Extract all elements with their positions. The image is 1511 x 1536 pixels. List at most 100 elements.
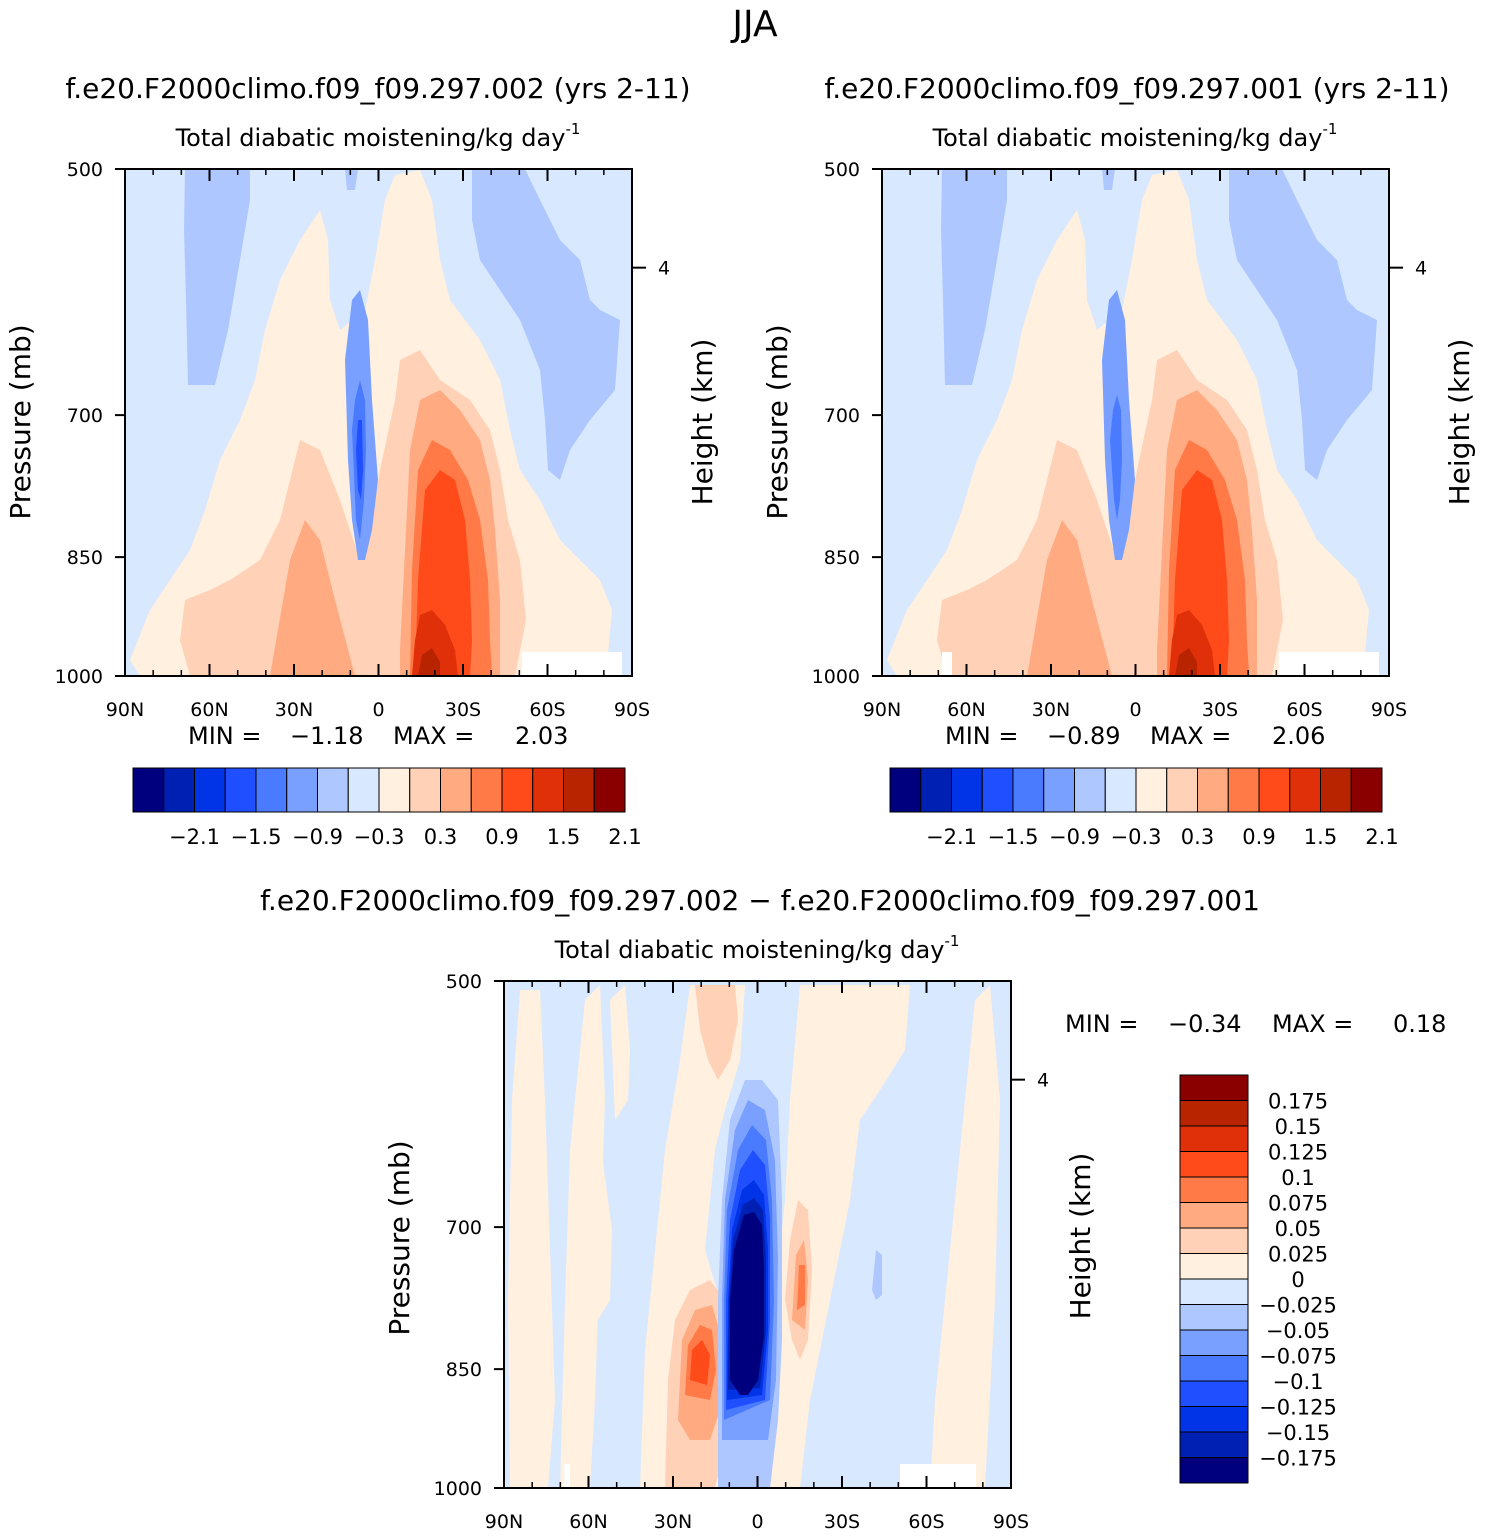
panel-b-colorbar-swatch bbox=[1320, 767, 1352, 813]
panel-c-min-label: MIN = bbox=[1065, 1010, 1138, 1038]
panel-c-colorbar-swatch bbox=[1179, 1074, 1249, 1101]
panel-a-axes: 90N 60N 30N 0 30S 60S 90S 500 700 850 1000 4 bbox=[55, 159, 670, 721]
panel-b-y-tick-label: 1000 bbox=[812, 666, 860, 688]
panel-b-colorbar-label: −2.1 bbox=[926, 825, 977, 849]
panel-c-negative-core bbox=[730, 1212, 764, 1395]
panel-a: f.e20.F2000climo.f09_f09.297.002 (yrs 2-… bbox=[4, 72, 719, 849]
panel-a-colorbar-label: 0.9 bbox=[485, 825, 518, 849]
panel-c-colorbar-label: −0.05 bbox=[1266, 1319, 1330, 1343]
panel-c-colorbar-label: 0.05 bbox=[1275, 1217, 1322, 1241]
panel-c-colorbar-label: −0.175 bbox=[1259, 1447, 1337, 1471]
panel-b-x-tick-label: 60N bbox=[947, 699, 985, 721]
panel-b-missing-data bbox=[1279, 652, 1379, 676]
panel-c-max-label: MAX = bbox=[1272, 1010, 1353, 1038]
panel-c-small-negative-sh bbox=[872, 1250, 882, 1300]
panel-c-positive-core-level-4-sh bbox=[797, 1265, 805, 1310]
panel-a-x-tick-label: 60N bbox=[190, 699, 228, 721]
panel-b-colorbar-swatch bbox=[1166, 767, 1198, 813]
panel-b-x-tick-label: 30N bbox=[1032, 699, 1070, 721]
panel-c-colorbar-swatch bbox=[1179, 1278, 1249, 1305]
panel-c-colorbar-swatch bbox=[1179, 1176, 1249, 1203]
panel-c-subtitle: Total diabatic moistening/kg day-1 bbox=[554, 932, 960, 964]
panel-b-colorbar-swatch bbox=[1197, 767, 1229, 813]
panel-c-colorbar-swatch bbox=[1179, 1304, 1249, 1331]
panel-a-colorbar-swatch bbox=[593, 767, 626, 813]
panel-a-colorbar: −2.1 −1.5 −0.9 −0.3 0.3 0.9 1.5 2.1 bbox=[132, 767, 642, 849]
panel-b-y-tick-label: 700 bbox=[824, 405, 860, 427]
panel-b-colorbar-label: −0.9 bbox=[1049, 825, 1100, 849]
panel-c-positive-streak-2 bbox=[560, 985, 605, 1488]
panel-c-x-tick-label: 90S bbox=[993, 1511, 1029, 1533]
panel-c-positive-streak-6 bbox=[930, 985, 1000, 1488]
panel-c-colorbar-label: 0.025 bbox=[1268, 1243, 1328, 1267]
panel-c-colorbar-swatch bbox=[1179, 1380, 1249, 1407]
panel-c: f.e20.F2000climo.f09_f09.297.002 − f.e20… bbox=[260, 884, 1446, 1533]
panel-a-equatorial-negative-core bbox=[356, 420, 363, 500]
panel-b-colorbar-swatch bbox=[1043, 767, 1075, 813]
panel-c-colorbar-swatch bbox=[1179, 1100, 1249, 1127]
panel-b-colorbar-label: 2.1 bbox=[1365, 825, 1398, 849]
page-title: JJA bbox=[730, 4, 778, 45]
panel-a-colorbar-swatch bbox=[286, 767, 318, 813]
panel-c-ylabel-right: Height (km) bbox=[1064, 1153, 1097, 1320]
panel-c-title: f.e20.F2000climo.f09_f09.297.002 − f.e20… bbox=[260, 884, 1260, 917]
panel-a-x-tick-label: 30S bbox=[445, 699, 481, 721]
panel-c-x-tick-label: 60N bbox=[569, 1511, 607, 1533]
panel-a-negative-band-nh bbox=[184, 169, 250, 385]
panel-c-max-value: 0.18 bbox=[1393, 1010, 1446, 1038]
panel-b-title: f.e20.F2000climo.f09_f09.297.001 (yrs 2-… bbox=[824, 72, 1449, 105]
panel-b-negative-band-sh bbox=[1229, 169, 1377, 480]
panel-a-colorbar-label: 2.1 bbox=[608, 825, 641, 849]
panel-c-colorbar-label: −0.15 bbox=[1266, 1421, 1330, 1445]
panel-c-right-tick-label: 4 bbox=[1037, 1070, 1049, 1092]
panel-b-colorbar-swatch bbox=[889, 767, 922, 813]
panel-b-x-tick-label: 60S bbox=[1286, 699, 1322, 721]
panel-b-min-value: −0.89 bbox=[1047, 722, 1121, 750]
panel-b-missing-data-nh bbox=[942, 652, 952, 676]
panel-c-x-tick-label: 30S bbox=[824, 1511, 860, 1533]
panel-c-colorbar-label: 0.075 bbox=[1268, 1192, 1328, 1216]
panel-c-missing-data-nh bbox=[564, 1464, 570, 1488]
panel-b-colorbar-swatch bbox=[1104, 767, 1137, 813]
panel-c-min-value: −0.34 bbox=[1168, 1010, 1242, 1038]
panel-c-colorbar-label: 0.1 bbox=[1281, 1166, 1314, 1190]
panel-b-y-tick-label: 500 bbox=[824, 159, 860, 181]
panel-a-colorbar-swatch bbox=[194, 767, 226, 813]
panel-c-colorbar-swatch bbox=[1179, 1329, 1249, 1356]
panel-b-colorbar-label: 1.5 bbox=[1304, 825, 1337, 849]
panel-b-colorbar-label: −0.3 bbox=[1111, 825, 1162, 849]
panel-b-ylabel-right: Height (km) bbox=[1443, 339, 1476, 506]
panel-b-negative-band-nh bbox=[941, 169, 1007, 385]
panel-c-plot-area bbox=[504, 981, 1011, 1488]
panel-b-colorbar-swatch bbox=[1074, 767, 1106, 813]
panel-c-colorbar-swatch bbox=[1179, 1431, 1249, 1458]
panel-b-colorbar-swatch bbox=[1350, 767, 1383, 813]
panel-b-y-tick-label: 850 bbox=[824, 547, 860, 569]
panel-b-colorbar-swatch bbox=[951, 767, 983, 813]
panel-c-colorbar-swatch bbox=[1179, 1151, 1249, 1178]
panel-a-small-negative-patch bbox=[345, 169, 358, 190]
panel-a-y-tick-label: 1000 bbox=[55, 666, 103, 688]
panel-a-colorbar-swatch bbox=[409, 767, 441, 813]
panel-c-y-tick-label: 500 bbox=[446, 971, 482, 993]
panel-a-negative-band-sh bbox=[472, 169, 620, 480]
panel-c-colorbar-label: 0 bbox=[1291, 1268, 1304, 1292]
panel-c-colorbar-swatch bbox=[1179, 1355, 1249, 1382]
panel-b-ylabel: Pressure (mb) bbox=[761, 324, 794, 519]
panel-c-x-tick-label: 90N bbox=[485, 1511, 523, 1533]
panel-a-colorbar-label: 1.5 bbox=[547, 825, 580, 849]
panel-b-colorbar-label: 0.3 bbox=[1181, 825, 1214, 849]
panel-a-ylabel: Pressure (mb) bbox=[4, 324, 37, 519]
panel-b-min-label: MIN = bbox=[945, 722, 1018, 750]
panel-c-x-tick-label: 60S bbox=[908, 1511, 944, 1533]
panel-b-small-negative-patch bbox=[1102, 169, 1115, 190]
panel-a-colorbar-swatch bbox=[163, 767, 195, 813]
panel-c-colorbar-label: 0.175 bbox=[1268, 1090, 1328, 1114]
panel-a-colorbar-swatch bbox=[378, 767, 411, 813]
panel-b-colorbar-swatch bbox=[1258, 767, 1291, 813]
panel-a-colorbar-swatch bbox=[563, 767, 595, 813]
panel-b-max-value: 2.06 bbox=[1272, 722, 1325, 750]
panel-c-axes: 90N 60N 30N 0 30S 60S 90S 500 700 850 1000 4 bbox=[434, 971, 1049, 1533]
panel-b-x-tick-label: 90N bbox=[863, 699, 901, 721]
